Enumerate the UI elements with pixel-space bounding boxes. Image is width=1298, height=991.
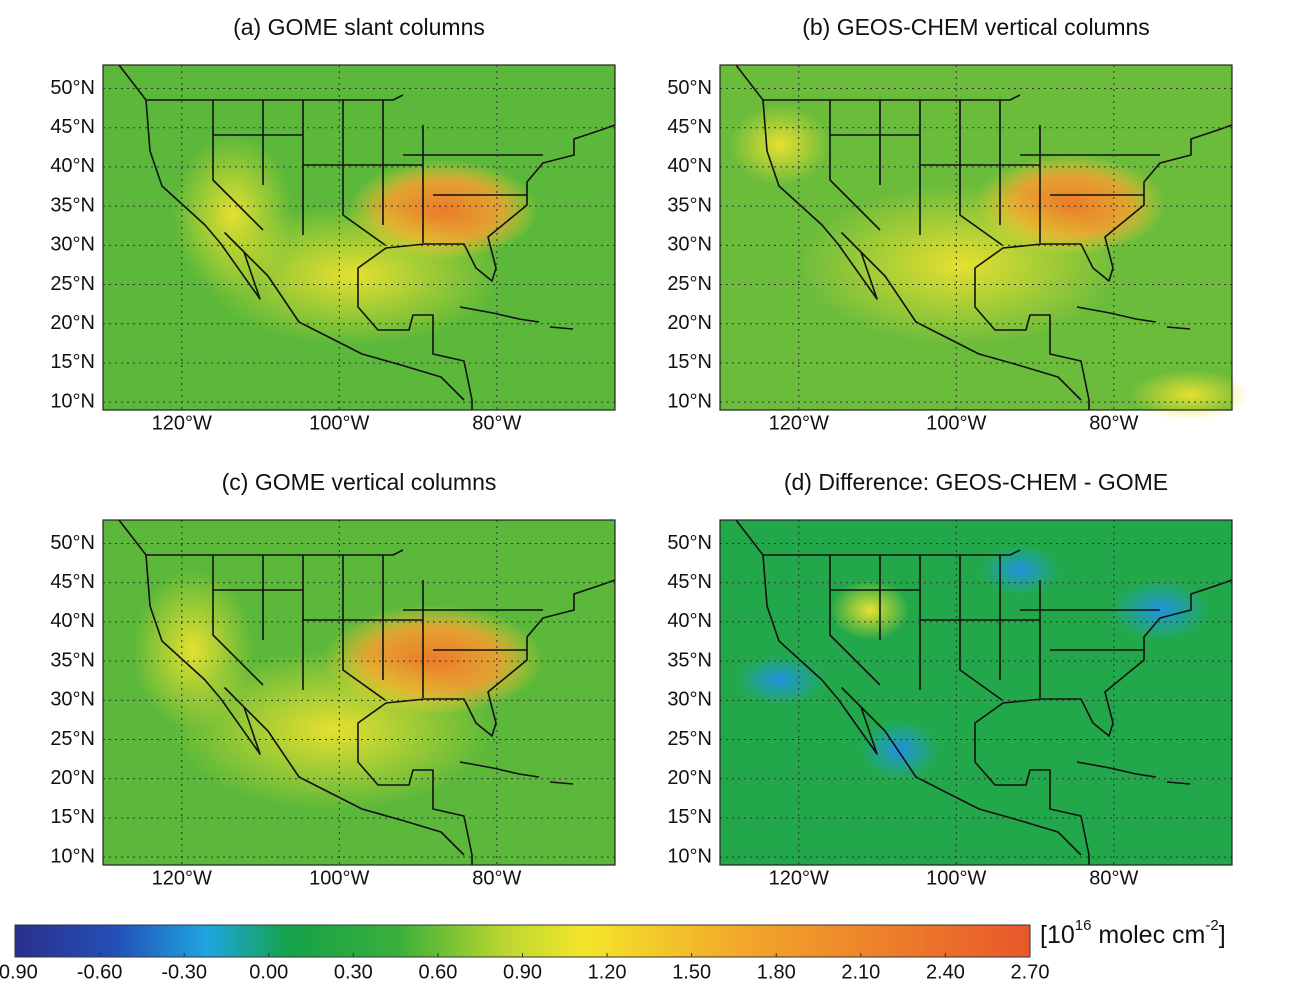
colorbar-tick-label: 2.70: [1011, 961, 1050, 983]
y-tick-label: 40°N: [667, 610, 712, 632]
y-tick-label: 25°N: [667, 273, 712, 295]
map-shading: [1130, 370, 1250, 420]
colorbar-tick-label: 0.60: [418, 961, 457, 983]
unit-part: -2: [1205, 917, 1218, 934]
map-shading: [730, 105, 830, 185]
unit-part: 16: [1075, 917, 1092, 934]
panel-title: (d) Difference: GEOS-CHEM - GOME: [784, 469, 1168, 495]
y-tick-label: 40°N: [50, 155, 95, 177]
y-tick-label: 30°N: [50, 689, 95, 711]
colorbar-tick-label: 1.20: [588, 961, 627, 983]
map-shading: [830, 580, 910, 640]
y-tick-label: 40°N: [50, 610, 95, 632]
colorbar-tick-label: -0.90: [0, 961, 38, 983]
colorbar-unit: [1016 molec cm-2]: [1040, 917, 1226, 949]
panel-title: (b) GEOS-CHEM vertical columns: [802, 14, 1150, 40]
map-frame: [719, 64, 1233, 411]
unit-part: [10: [1040, 921, 1075, 949]
colorbar-tick-label: 0.90: [503, 961, 542, 983]
y-tick-label: 10°N: [667, 390, 712, 412]
map-shading: [173, 135, 293, 295]
y-tick-label: 30°N: [50, 234, 95, 256]
y-tick-label: 10°N: [50, 390, 95, 412]
y-tick-label: 50°N: [667, 77, 712, 99]
y-tick-label: 15°N: [50, 806, 95, 828]
panel-title: (a) GOME slant columns: [233, 14, 485, 40]
colorbar-tick-label: 2.10: [841, 961, 880, 983]
map-panels: (a) GOME slant columns 120°W 100°W 80°W 10°N…: [50, 14, 1250, 889]
y-tick-label: 35°N: [50, 194, 95, 216]
map-frame: [102, 64, 616, 411]
y-tick-label: 50°N: [50, 532, 95, 554]
y-tick-label: 20°N: [667, 767, 712, 789]
colorbar: [14, 924, 1031, 958]
map-panel: (c) GOME vertical columns 120°W 100°W 80°W 1…: [50, 469, 616, 889]
map-shading: [735, 655, 825, 705]
x-tick-label: 100°W: [926, 867, 986, 889]
map-shading: [133, 570, 253, 730]
colorbar-tick-label: 0.00: [249, 961, 288, 983]
unit-part: molec cm: [1091, 921, 1205, 949]
x-tick-label: 80°W: [1089, 867, 1138, 889]
y-tick-label: 25°N: [667, 728, 712, 750]
x-tick-label: 100°W: [926, 412, 986, 434]
y-tick-label: 20°N: [667, 312, 712, 334]
y-tick-label: 45°N: [50, 116, 95, 138]
colorbar-tick-label: 2.40: [926, 961, 965, 983]
map-shading: [860, 720, 940, 780]
x-tick-label: 80°W: [472, 867, 521, 889]
y-tick-label: 20°N: [50, 312, 95, 334]
y-tick-label: 50°N: [667, 532, 712, 554]
y-tick-label: 40°N: [667, 155, 712, 177]
x-tick-label: 120°W: [769, 412, 829, 434]
colorbar-tick-label: -0.60: [77, 961, 123, 983]
panel-title: (c) GOME vertical columns: [222, 469, 497, 495]
colorbar-tick-label: -0.30: [161, 961, 207, 983]
x-tick-label: 80°W: [472, 412, 521, 434]
x-tick-label: 120°W: [152, 412, 212, 434]
y-tick-label: 45°N: [667, 116, 712, 138]
y-tick-label: 25°N: [50, 273, 95, 295]
x-tick-label: 100°W: [309, 867, 369, 889]
map-frame: [102, 519, 616, 866]
colorbar-tick-label: 1.50: [672, 961, 711, 983]
y-tick-label: 20°N: [50, 767, 95, 789]
colorbar-tick-label: 0.30: [334, 961, 373, 983]
y-tick-label: 35°N: [50, 649, 95, 671]
y-tick-label: 30°N: [667, 689, 712, 711]
map-frame: [719, 519, 1233, 866]
y-tick-label: 10°N: [667, 845, 712, 867]
y-tick-label: 15°N: [50, 351, 95, 373]
x-tick-label: 120°W: [152, 867, 212, 889]
y-tick-label: 45°N: [667, 571, 712, 593]
map-panel: (d) Difference: GEOS-CHEM - GOME 120°W 100…: [667, 469, 1233, 889]
colorbar-tick-label: 1.80: [757, 961, 796, 983]
map-panel: (b) GEOS-CHEM vertical columns 120°W 100°W…: [667, 14, 1250, 434]
unit-part: ]: [1219, 921, 1226, 949]
y-tick-label: 10°N: [50, 845, 95, 867]
y-tick-label: 15°N: [667, 351, 712, 373]
x-tick-label: 80°W: [1089, 412, 1138, 434]
x-tick-label: 100°W: [309, 412, 369, 434]
y-tick-label: 25°N: [50, 728, 95, 750]
y-tick-label: 45°N: [50, 571, 95, 593]
map-panel: (a) GOME slant columns 120°W 100°W 80°W 10°N…: [50, 14, 616, 434]
map-shading: [980, 545, 1060, 595]
x-tick-label: 120°W: [769, 867, 829, 889]
y-tick-label: 35°N: [667, 194, 712, 216]
y-tick-label: 15°N: [667, 806, 712, 828]
y-tick-label: 35°N: [667, 649, 712, 671]
y-tick-label: 50°N: [50, 77, 95, 99]
y-tick-label: 30°N: [667, 234, 712, 256]
